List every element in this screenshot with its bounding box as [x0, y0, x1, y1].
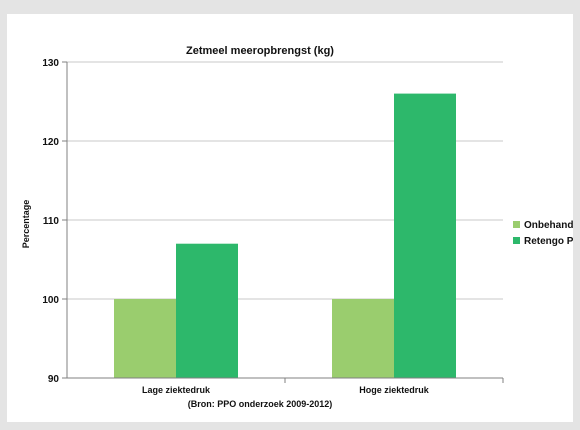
- legend: Onbehandeld Retengo Plus: [513, 220, 573, 247]
- y-tick-label: 110: [43, 216, 60, 227]
- bar: [332, 299, 394, 378]
- chart-title: Zetmeel meeropbrengst (kg): [186, 45, 334, 57]
- axes: 90 100 110 120 130 Lage ziektedruk Hoge ziekte…: [42, 58, 504, 395]
- x-axis-label: (Bron: PPO onderzoek 2009-2012): [188, 399, 333, 409]
- x-tick-label: Lage ziektedruk: [142, 385, 211, 395]
- chart: Zetmeel meeropbrengst (kg) Percentage 90…: [21, 45, 573, 409]
- bar: [176, 243, 238, 378]
- legend-swatch: [513, 237, 520, 244]
- x-tick-label: Hoge ziektedruk: [359, 385, 430, 395]
- y-tick-label: 130: [42, 58, 59, 69]
- legend-label: Retengo Plus: [524, 236, 573, 247]
- y-axis-label: Percentage: [21, 200, 31, 249]
- bars: [114, 93, 456, 378]
- y-tick-label: 90: [48, 374, 60, 385]
- bar: [114, 299, 176, 378]
- chart-frame: Zetmeel meeropbrengst (kg) Percentage 90…: [7, 14, 573, 422]
- y-tick-label: 120: [42, 137, 59, 148]
- y-tick-label: 100: [42, 295, 59, 306]
- legend-label: Onbehandeld: [524, 220, 573, 231]
- bar: [394, 93, 456, 378]
- legend-swatch: [513, 221, 520, 228]
